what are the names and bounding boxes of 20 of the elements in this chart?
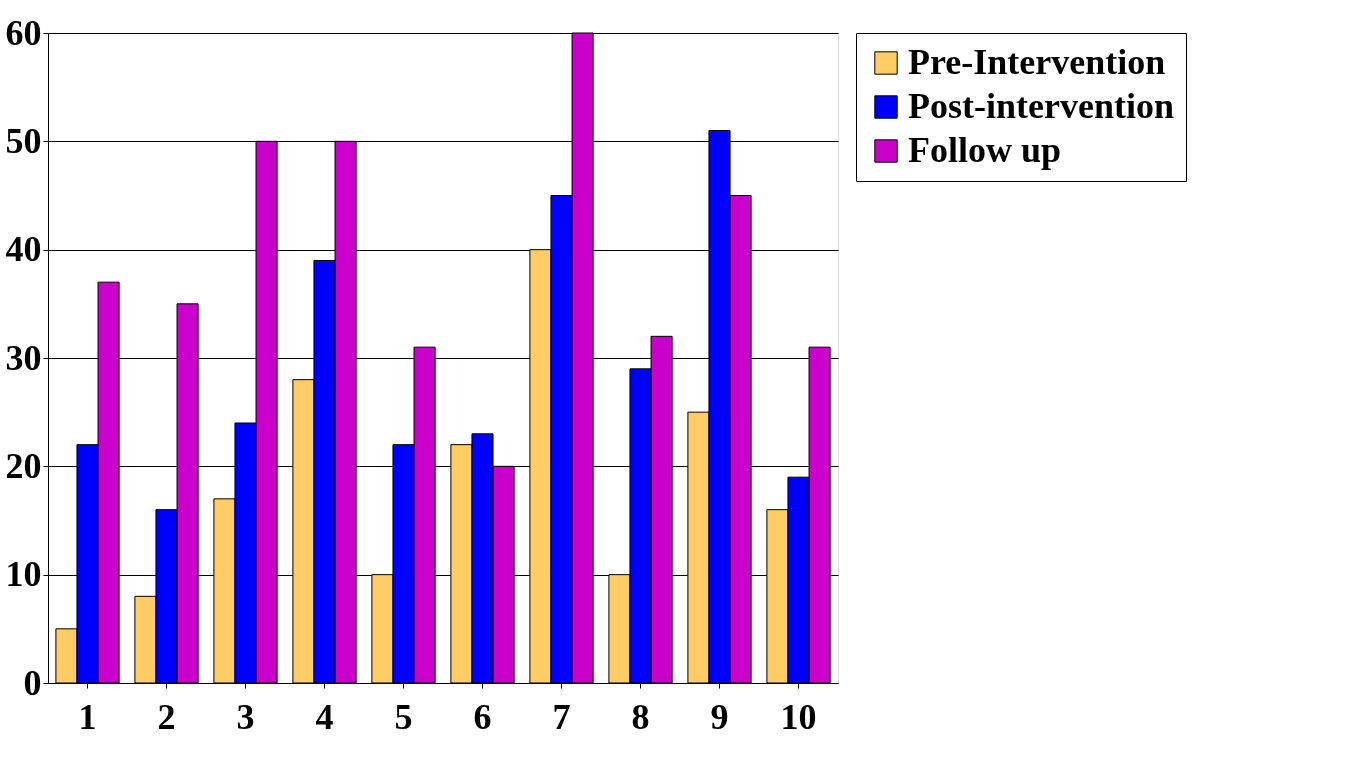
x-tick-label: 4 [315,696,334,737]
x-tick-label: 7 [552,696,571,737]
x-tick-label: 2 [157,696,176,737]
y-tick-label: 50 [5,120,42,161]
x-tick-label: 6 [473,696,492,737]
legend-label: Pre-Intervention [908,42,1166,82]
x-tick-label: 5 [394,696,413,737]
x-tick-label: 3 [236,696,255,737]
y-tick-label: 40 [5,229,42,270]
x-tick-label: 10 [780,696,817,737]
y-tick-label: 10 [5,554,42,595]
legend-label: Post-intervention [908,86,1174,126]
y-tick-label: 60 [5,12,42,53]
x-tick-label: 1 [78,696,97,737]
y-tick-label: 30 [5,337,42,378]
y-tick-label: 0 [23,662,42,703]
y-tick-label: 20 [5,445,42,486]
x-tick-label: 9 [710,696,729,737]
legend-label: Follow up [908,130,1062,170]
x-tick-label: 8 [631,696,650,737]
